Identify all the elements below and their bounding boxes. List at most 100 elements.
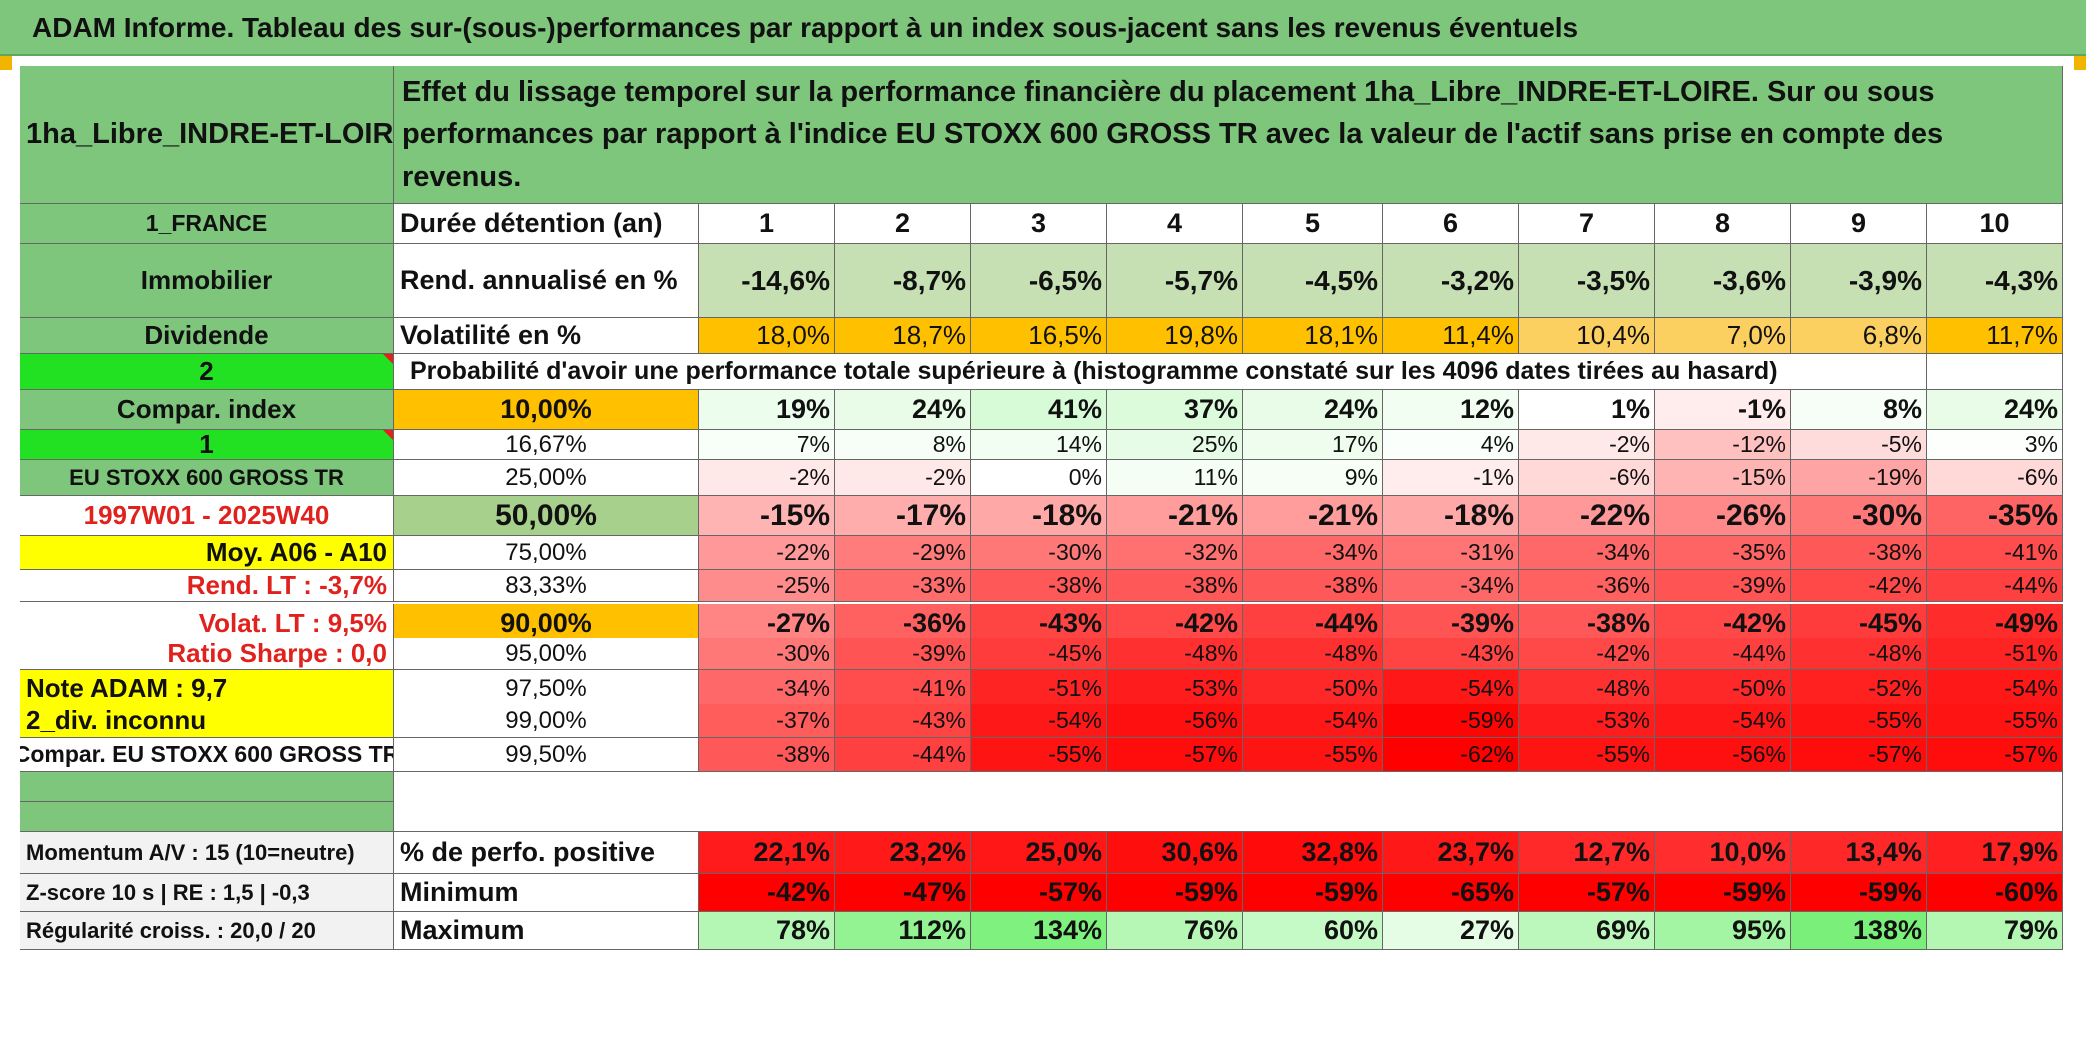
- percentile-value: -38%: [1519, 604, 1655, 644]
- footer-value: -65%: [1383, 874, 1519, 912]
- percentile-label: 83,33%: [394, 570, 699, 602]
- percentile-value: -34%: [1519, 536, 1655, 570]
- percentile-value: -39%: [1655, 570, 1791, 602]
- percentile-value: -33%: [835, 570, 971, 602]
- percentile-value: -6%: [1519, 460, 1655, 496]
- comment-marker-icon: [383, 354, 393, 364]
- volatility-value: 16,5%: [971, 318, 1107, 354]
- percentile-value: -30%: [699, 638, 835, 670]
- percentile-value: -50%: [1243, 670, 1383, 708]
- return-value: -4,5%: [1243, 244, 1383, 318]
- percentile-value: -41%: [1927, 536, 2063, 570]
- percentile-value: -57%: [1791, 738, 1927, 772]
- year-header: 10: [1927, 204, 2063, 244]
- return-value: -14,6%: [699, 244, 835, 318]
- percentile-value: -36%: [1519, 570, 1655, 602]
- percentile-value: 4%: [1383, 430, 1519, 460]
- return-value: -3,2%: [1383, 244, 1519, 318]
- footer-value: 17,9%: [1927, 832, 2063, 874]
- return-value: -8,7%: [835, 244, 971, 318]
- year-header: 4: [1107, 204, 1243, 244]
- volatility-value: 19,8%: [1107, 318, 1243, 354]
- percentile-value: 8%: [1791, 390, 1927, 430]
- footer-side-label: Z-score 10 s | RE : 1,5 | -0,3: [20, 874, 394, 912]
- percentile-value: 14%: [971, 430, 1107, 460]
- percentile-value: -53%: [1107, 670, 1243, 708]
- footer-value: -47%: [835, 874, 971, 912]
- percentile-value: 17%: [1243, 430, 1383, 460]
- footer-value: -60%: [1927, 874, 2063, 912]
- percentile-value: -44%: [835, 738, 971, 772]
- footer-value: 60%: [1243, 912, 1383, 950]
- percentile-value: -38%: [699, 738, 835, 772]
- footer-value: 13,4%: [1791, 832, 1927, 874]
- percentile-value: 41%: [971, 390, 1107, 430]
- percentile-value: -12%: [1655, 430, 1791, 460]
- percentile-value: -22%: [1519, 496, 1655, 536]
- percentile-value: 0%: [971, 460, 1107, 496]
- performance-table: 1ha_Libre_INDRE-ET-LOIRE Effet du lissage…: [20, 66, 2063, 1028]
- percentile-value: -18%: [1383, 496, 1519, 536]
- percentile-value: -36%: [835, 604, 971, 644]
- percentile-value: -38%: [971, 570, 1107, 602]
- percentile-value: -43%: [835, 704, 971, 738]
- percentile-value: -1%: [1655, 390, 1791, 430]
- percentile-value: -6%: [1927, 460, 2063, 496]
- footer-value: 12,7%: [1519, 832, 1655, 874]
- footer-value: -57%: [1519, 874, 1655, 912]
- percentile-value: -57%: [1927, 738, 2063, 772]
- year-header: 6: [1383, 204, 1519, 244]
- footer-value: -59%: [1791, 874, 1927, 912]
- footer-value: 23,7%: [1383, 832, 1519, 874]
- percentile-label: 16,67%: [394, 430, 699, 460]
- percentile-value: -56%: [1655, 738, 1791, 772]
- volatility-value: 7,0%: [1655, 318, 1791, 354]
- percentile-value: -42%: [1107, 604, 1243, 644]
- footer-value: 138%: [1791, 912, 1927, 950]
- percentile-value: -44%: [1655, 638, 1791, 670]
- holding-period-label: Durée détention (an): [394, 204, 699, 244]
- percentile-value: -43%: [1383, 638, 1519, 670]
- volatility-value: 11,4%: [1383, 318, 1519, 354]
- percentile-value: -44%: [1243, 604, 1383, 644]
- percentile-value: -2%: [1519, 430, 1655, 460]
- percentile-value: -30%: [1791, 496, 1927, 536]
- side-label: Ratio Sharpe : 0,0: [20, 638, 394, 670]
- percentile-value: -32%: [1107, 536, 1243, 570]
- percentile-value: 24%: [835, 390, 971, 430]
- percentile-value: -56%: [1107, 704, 1243, 738]
- footer-side-label: Régularité croiss. : 20,0 / 20: [20, 912, 394, 950]
- percentile-value: -41%: [835, 670, 971, 708]
- side-label: [20, 772, 394, 802]
- year-header: 2: [835, 204, 971, 244]
- percentile-label: 99,00%: [394, 704, 699, 738]
- year-header: 7: [1519, 204, 1655, 244]
- percentile-value: -62%: [1383, 738, 1519, 772]
- footer-value: 78%: [699, 912, 835, 950]
- percentile-value: -55%: [1243, 738, 1383, 772]
- footer-value: 69%: [1519, 912, 1655, 950]
- description-text: Effet du lissage temporel sur la perform…: [394, 66, 2063, 204]
- volatility-value: 11,7%: [1927, 318, 2063, 354]
- percentile-label: 50,00%: [394, 496, 699, 536]
- percentile-value: -48%: [1791, 638, 1927, 670]
- side-label: Volat. LT : 9,5%: [20, 604, 394, 644]
- percentile-value: -55%: [1927, 704, 2063, 738]
- footer-value: 22,1%: [699, 832, 835, 874]
- percentile-value: 37%: [1107, 390, 1243, 430]
- percentile-value: -42%: [1519, 638, 1655, 670]
- percentile-value: -54%: [1655, 704, 1791, 738]
- side-label: Immobilier: [20, 244, 394, 318]
- percentile-value: -53%: [1519, 704, 1655, 738]
- footer-value: -59%: [1243, 874, 1383, 912]
- volatility-value: 18,7%: [835, 318, 971, 354]
- percentile-value: -1%: [1383, 460, 1519, 496]
- percentile-value: -30%: [971, 536, 1107, 570]
- percentile-value: -2%: [835, 460, 971, 496]
- volatility-label: Volatilité en %: [394, 318, 699, 354]
- percentile-value: -37%: [699, 704, 835, 738]
- percentile-value: -29%: [835, 536, 971, 570]
- percentile-value: -5%: [1791, 430, 1927, 460]
- percentile-value: -54%: [1243, 704, 1383, 738]
- footer-value: 76%: [1107, 912, 1243, 950]
